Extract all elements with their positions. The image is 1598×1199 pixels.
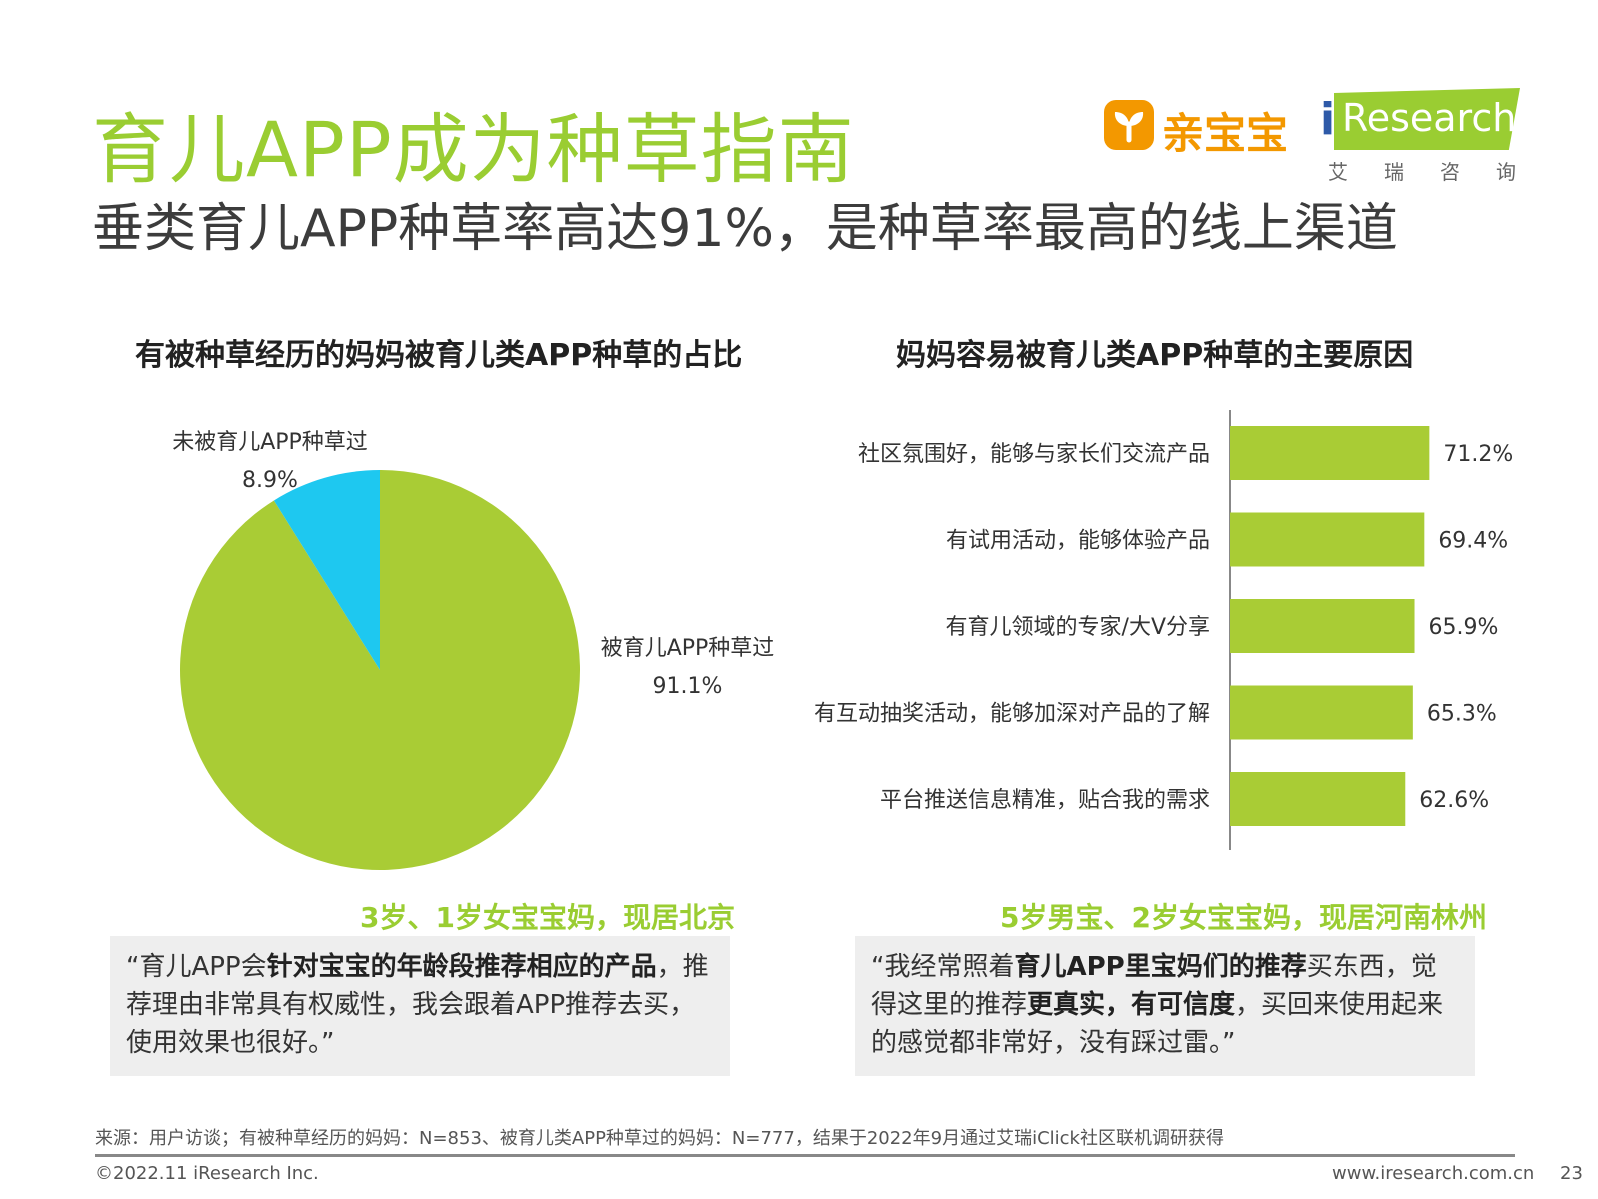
iresearch-logo-band xyxy=(1334,88,1520,150)
quote-2-text-c: ，买回来使用起来的感觉都非常好，没有踩过雷。” xyxy=(871,990,1444,1058)
bar-3 xyxy=(1230,599,1415,653)
page-number: 23 xyxy=(1560,1163,1583,1184)
quote-1-bold-a: 针对宝宝的年龄段推荐相应的产品 xyxy=(266,952,657,982)
pie-slice-seeded xyxy=(179,470,581,870)
bar-4 xyxy=(1230,685,1413,740)
quote-2-bold-a: 育儿APP里宝妈们的推荐 xyxy=(1014,952,1307,982)
bar-category-label-5: 平台推送信息精准，贴合我的需求 xyxy=(880,788,1210,813)
pie-label-not-seeded-name: 未被育儿APP种草过 xyxy=(172,430,368,455)
iresearch-logo-cn: 艾瑞咨询 xyxy=(1328,160,1552,184)
quote-1-box: “育儿APP会针对宝宝的年龄段推荐相应的产品，推荐理由非常具有权威性，我会跟着A… xyxy=(110,936,730,1076)
pie-chart-title: 有被种草经历的妈妈被育儿类APP种草的占比 xyxy=(135,338,743,373)
bar-value-label-3: 65.9% xyxy=(1429,615,1499,640)
quote-2-text-b: 买东西，觉得这里的推荐 xyxy=(871,952,1437,1020)
pie-label-not-seeded: 未被育儿APP种草过 8.9% xyxy=(160,424,380,493)
source-note: 来源：用户访谈；有被种草经历的妈妈：N=853、被育儿类APP种草过的妈妈：N=… xyxy=(95,1128,1224,1149)
bar-value-label-2: 69.4% xyxy=(1438,529,1508,554)
iresearch-logo-word: Research xyxy=(1342,96,1517,140)
bar-value-label-1: 71.2% xyxy=(1443,442,1513,467)
pie-label-seeded: 被育儿APP种草过 91.1% xyxy=(590,630,785,699)
page-title: 育儿APP成为种草指南 xyxy=(92,105,855,194)
bar-value-label-5: 62.6% xyxy=(1419,788,1489,813)
bar-chart: 社区氛围好，能够与家长们交流产品 71.2% 有试用活动，能够体验产品 69.4% 有育… xyxy=(814,410,1513,850)
pie-chart xyxy=(179,470,581,870)
page-subtitle: 垂类育儿APP种草率高达91%，是种草率最高的线上渠道 xyxy=(92,199,1398,259)
quote-2-box: “我经常照着育儿APP里宝妈们的推荐买东西，觉得这里的推荐更真实，有可信度，买回… xyxy=(855,936,1475,1076)
bar-2 xyxy=(1230,512,1425,567)
bar-1 xyxy=(1230,426,1430,480)
qinbaobao-logo: 亲宝宝 xyxy=(1104,98,1288,158)
footer-website: www.iresearch.com.cn xyxy=(1332,1163,1535,1184)
qinbaobao-logo-icon xyxy=(1104,100,1154,150)
bar-category-label-2: 有试用活动，能够体验产品 xyxy=(946,529,1210,554)
quote-1-text-b: ，推荐理由非常具有权威性，我会跟着APP推荐去买，使用效果也很好。” xyxy=(126,952,709,1058)
bar-5 xyxy=(1230,772,1406,826)
iresearch-logo-i: i xyxy=(1320,94,1336,145)
quote-2-header: 5岁男宝、2岁女宝宝妈，现居河南林州 xyxy=(1000,901,1487,934)
pie-label-not-seeded-value: 8.9% xyxy=(242,468,298,493)
quote-1-header: 3岁、1岁女宝宝妈，现居北京 xyxy=(360,901,735,934)
bar-category-label-3: 有育儿领域的专家/大V分享 xyxy=(946,615,1210,640)
pie-label-seeded-name: 被育儿APP种草过 xyxy=(600,636,775,661)
pie-label-seeded-value: 91.1% xyxy=(652,674,723,699)
quote-2-text-a: “我经常照着 xyxy=(871,952,1015,982)
iresearch-logo: i Research 艾瑞咨询 xyxy=(1320,84,1520,184)
quote-2-bold-b: 更真实，有可信度 xyxy=(1027,990,1236,1020)
bar-chart-title: 妈妈容易被育儿类APP种草的主要原因 xyxy=(896,338,1414,373)
bar-category-label-1: 社区氛围好，能够与家长们交流产品 xyxy=(858,442,1210,467)
quote-1-text-a: “育儿APP会 xyxy=(126,952,267,982)
footer-copyright: ©2022.11 iResearch Inc. xyxy=(95,1163,319,1184)
footer-divider xyxy=(95,1154,1515,1157)
bar-category-label-4: 有互动抽奖活动，能够加深对产品的了解 xyxy=(814,702,1210,727)
bar-value-label-4: 65.3% xyxy=(1427,702,1497,727)
qinbaobao-logo-text: 亲宝宝 xyxy=(1162,109,1289,158)
pie-slice-not-seeded xyxy=(273,470,380,670)
